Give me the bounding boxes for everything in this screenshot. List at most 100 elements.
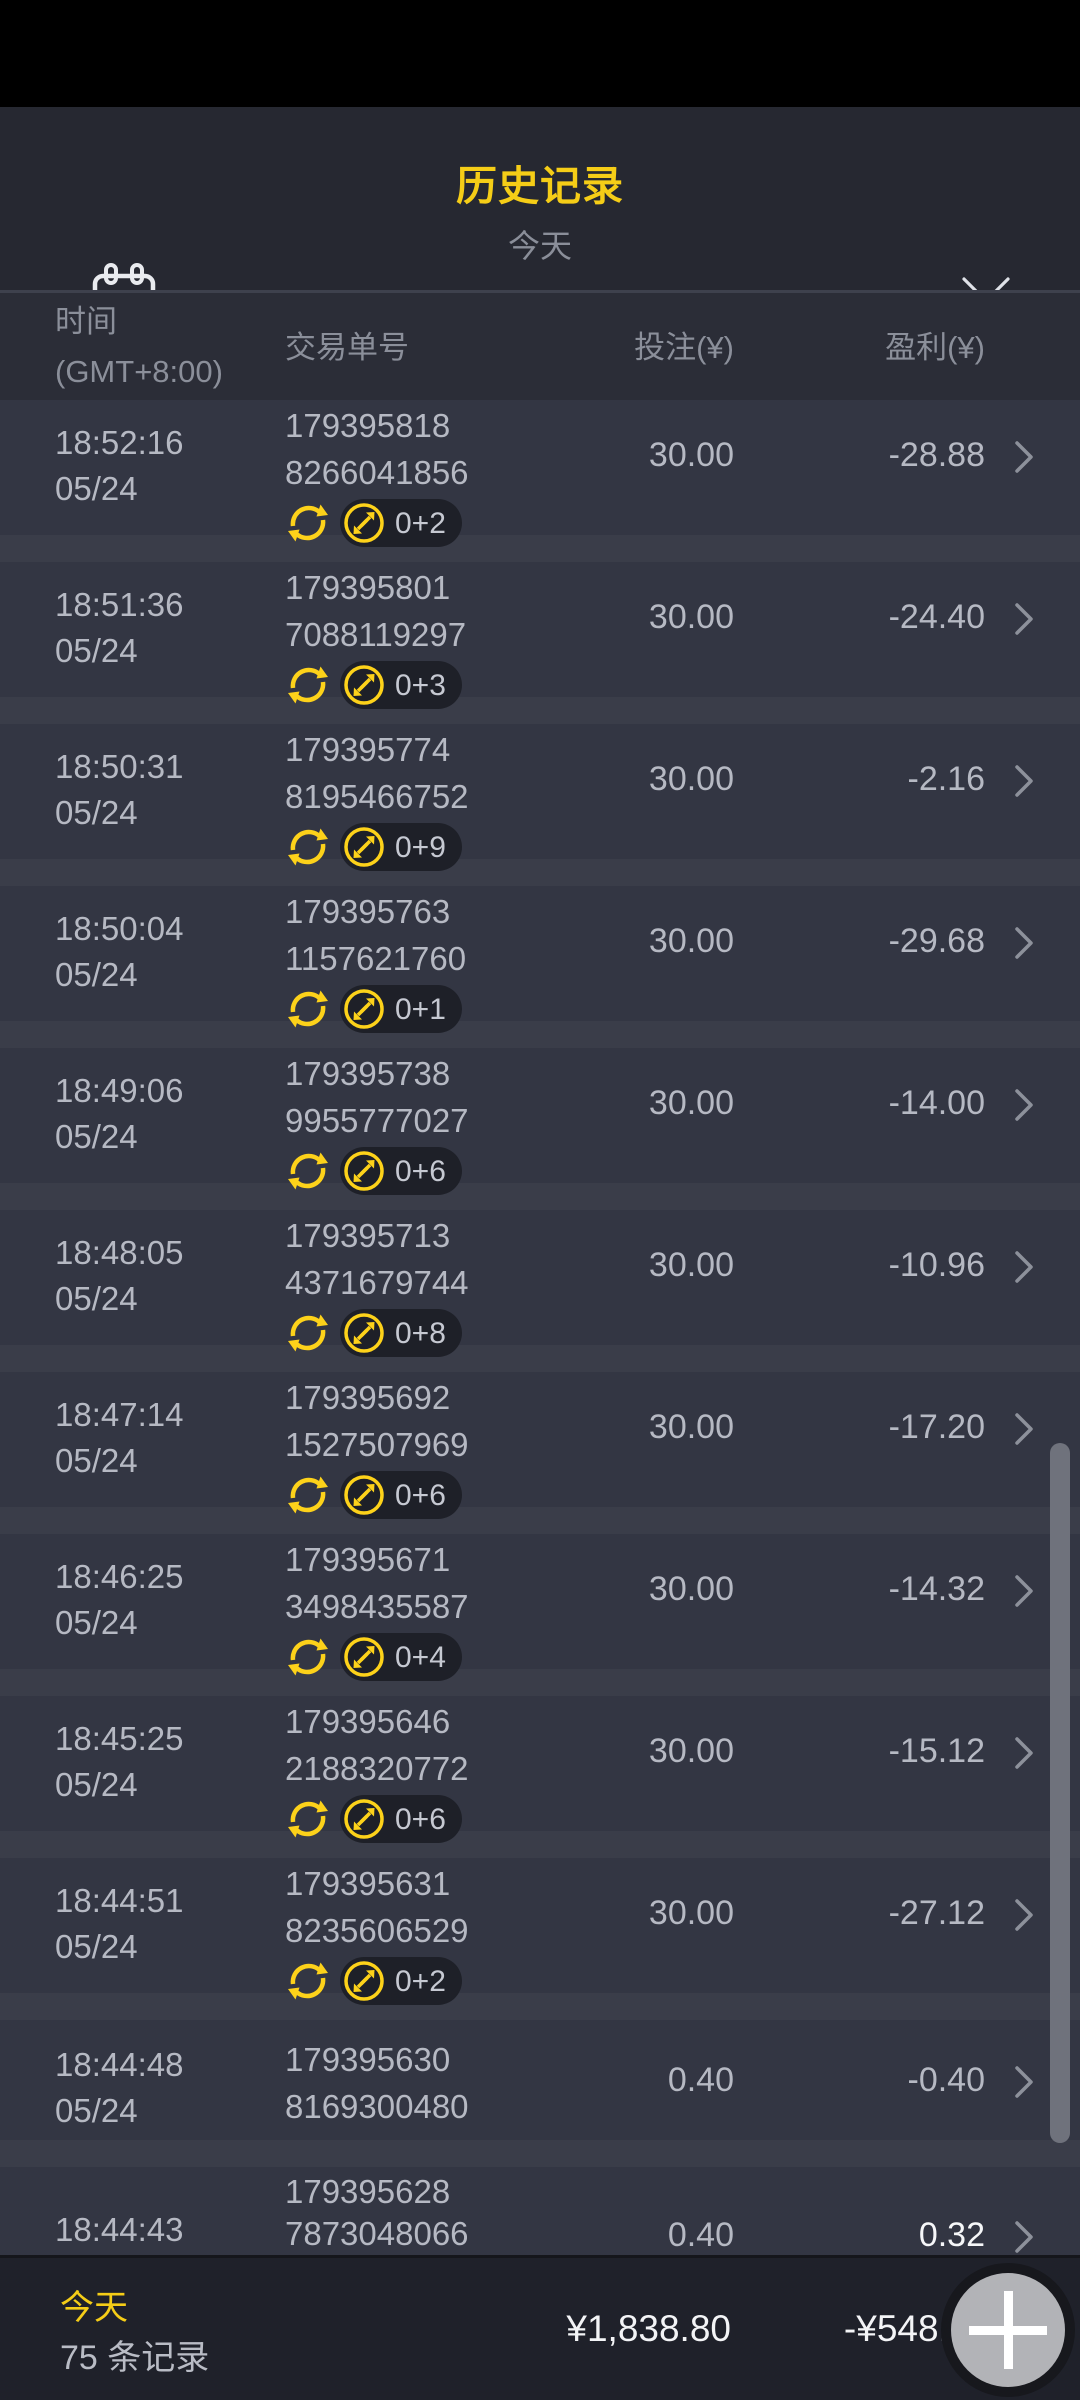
row-profit: 0.32 [918, 2215, 985, 2254]
row-order-2: 1157621760 [285, 940, 467, 977]
round-badge: 0+1 [340, 985, 462, 1033]
row-bet: 0.40 [667, 2060, 734, 2099]
row-order-1: 179395818 [285, 407, 451, 444]
row-bet: 30.00 [648, 1407, 734, 1446]
round-count: 0+3 [395, 668, 446, 702]
title-block: 历史记录 今天 [0, 107, 1080, 267]
table-row[interactable]: 18:49:06 05/24 179395738 9955777027 0+6 3… [0, 1048, 1080, 1210]
row-bet: 30.00 [648, 1893, 734, 1932]
round-badge: 0+4 [340, 1633, 462, 1681]
table-header: 时间 (GMT+8:00) 交易单号 投注(¥) 盈利(¥) [0, 290, 1080, 400]
row-order-1: 179395671 [285, 1541, 451, 1578]
row-order-2: 7088119297 [285, 616, 467, 653]
diagonal-arrows-icon [344, 989, 384, 1029]
diagonal-arrows-icon [344, 827, 384, 867]
add-button-circle [951, 2273, 1065, 2387]
refresh-icon [288, 1152, 328, 1190]
add-button[interactable] [941, 2263, 1075, 2397]
row-order-1: 179395692 [285, 1379, 451, 1416]
row-bet: 30.00 [648, 1731, 734, 1770]
diagonal-arrows-icon [344, 1313, 384, 1353]
chevron-right-icon [1015, 2221, 1033, 2253]
chevron-right-icon [1015, 765, 1033, 797]
chevron-right-icon [1015, 603, 1033, 635]
round-count: 0+1 [395, 992, 446, 1026]
refresh-icon [288, 828, 328, 866]
page-subtitle: 今天 [507, 228, 572, 264]
row-time: 18:49:06 [55, 1072, 184, 1109]
row-order-2: 3498435587 [285, 1588, 469, 1625]
round-count: 0+6 [395, 1478, 446, 1512]
row-bet: 0.40 [667, 2215, 734, 2254]
round-badge: 0+2 [340, 499, 462, 547]
round-count: 0+6 [395, 1154, 446, 1188]
chevron-right-icon [1015, 1251, 1033, 1283]
table-row[interactable]: 18:52:16 05/24 179395818 8266041856 0+2 3… [0, 400, 1080, 562]
app-header: 历史记录 今天 [0, 107, 1080, 335]
refresh-icon [288, 1638, 328, 1676]
chevron-right-icon [1015, 441, 1033, 473]
row-order-2: 9955777027 [285, 1102, 469, 1139]
row-profit: -2.16 [907, 759, 986, 798]
diagonal-arrows-icon [344, 1475, 384, 1515]
row-time: 18:47:14 [55, 1396, 184, 1433]
round-count: 0+2 [395, 1964, 446, 1998]
column-bet: 投注(¥) [634, 330, 734, 365]
round-badge: 0+9 [340, 823, 462, 871]
row-profit: -28.88 [888, 435, 985, 474]
row-profit: -10.96 [888, 1245, 985, 1284]
summary-day-label: 今天 [60, 2289, 128, 2327]
table-row[interactable]: 18:48:05 05/24 179395713 4371679744 0+8 3… [0, 1210, 1080, 1372]
diagonal-arrows-icon [344, 1799, 384, 1839]
row-time: 18:44:43 [55, 2211, 184, 2248]
chevron-right-icon [1015, 1575, 1033, 1607]
row-order-1: 179395738 [285, 1055, 451, 1092]
row-order-2: 8235606529 [285, 1912, 469, 1949]
column-profit: 盈利(¥) [885, 330, 985, 365]
row-profit: -27.12 [888, 1893, 985, 1932]
column-order: 交易单号 [285, 330, 409, 365]
diagonal-arrows-icon [344, 503, 384, 543]
table-row[interactable]: 18:50:04 05/24 179395763 1157621760 0+1 3… [0, 886, 1080, 1048]
row-bet: 30.00 [648, 759, 734, 798]
chevron-right-icon [1015, 1899, 1033, 1931]
row-time: 18:44:51 [55, 1882, 184, 1919]
row-date: 05/24 [55, 1604, 138, 1641]
table-row[interactable]: 18:46:25 05/24 179395671 3498435587 0+4 3… [0, 1534, 1080, 1696]
table-row[interactable]: 18:45:25 05/24 179395646 2188320772 0+6 3… [0, 1696, 1080, 1858]
chevron-right-icon [1015, 927, 1033, 959]
table-row[interactable]: 18:51:36 05/24 179395801 7088119297 0+3 3… [0, 562, 1080, 724]
status-bar [0, 0, 1080, 107]
row-bet: 30.00 [648, 597, 734, 636]
round-count: 0+6 [395, 1802, 446, 1836]
row-date: 05/24 [55, 1280, 138, 1317]
column-timezone-label: (GMT+8:00) [55, 354, 223, 389]
round-badge: 0+6 [340, 1147, 462, 1195]
table-row[interactable]: 18:44:51 05/24 179395631 8235606529 0+2 3… [0, 1858, 1080, 2020]
diagonal-arrows-icon [344, 1637, 384, 1677]
refresh-icon [288, 1476, 328, 1514]
chevron-right-icon [1015, 1413, 1033, 1445]
table-row[interactable]: 18:50:31 05/24 179395774 8195466752 0+9 3… [0, 724, 1080, 886]
chevron-right-icon [1015, 1089, 1033, 1121]
scrollbar[interactable] [1050, 1443, 1070, 2143]
row-order-1: 179395774 [285, 731, 451, 768]
column-time: 时间 (GMT+8:00) [55, 297, 223, 397]
round-badge: 0+2 [340, 1957, 462, 2005]
summary-total-bet: ¥1,838.80 [566, 2308, 731, 2349]
row-order-2: 7873048066 [285, 2215, 469, 2252]
row-time: 18:52:16 [55, 424, 184, 461]
round-badge: 0+3 [340, 661, 462, 709]
round-count: 0+9 [395, 830, 446, 864]
round-badge: 0+8 [340, 1309, 462, 1357]
table-row[interactable]: 18:44:48 05/24 179395630 8169300480 0.40 … [0, 2020, 1080, 2167]
row-date: 05/24 [55, 632, 138, 669]
row-order-2: 1527507969 [285, 1426, 469, 1463]
diagonal-arrows-icon [344, 1151, 384, 1191]
row-order-1: 179395631 [285, 1865, 451, 1902]
table-row[interactable]: 18:44:4305/24 179395628 7873048066 0.40 … [0, 2167, 1080, 2255]
table-row[interactable]: 18:47:14 05/24 179395692 1527507969 0+6 3… [0, 1372, 1080, 1534]
row-profit: -14.32 [888, 1569, 985, 1608]
row-date: 05/24 [55, 1118, 138, 1155]
